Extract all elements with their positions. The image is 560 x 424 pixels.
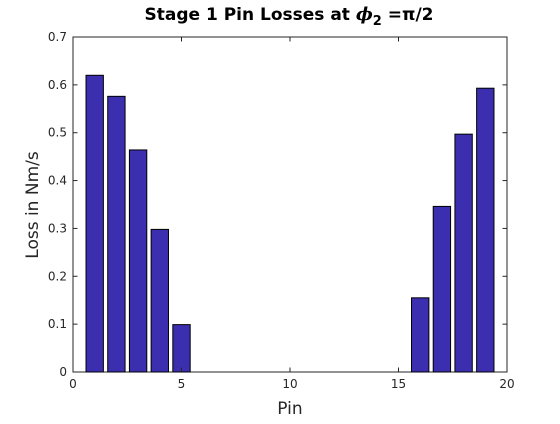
- chart-title: Stage 1 Pin Losses at ϕ2 =π/2: [144, 4, 433, 29]
- bar-pin-16: [412, 298, 429, 372]
- x-tick-label: 10: [282, 377, 297, 391]
- y-tick-label: 0.1: [48, 317, 67, 331]
- x-tick-label: 20: [499, 377, 514, 391]
- bar-pin-4: [151, 229, 168, 372]
- y-tick-label: 0.2: [48, 269, 67, 283]
- x-axis-label: Pin: [277, 399, 302, 419]
- x-tick-label: 15: [391, 377, 406, 391]
- x-tick-label: 5: [178, 377, 186, 391]
- bar-pin-5: [173, 325, 190, 372]
- bar-pin-19: [477, 88, 494, 372]
- x-tick-label: 0: [69, 377, 77, 391]
- bar-pin-2: [108, 96, 125, 372]
- bar-pin-18: [455, 134, 472, 372]
- chart-title-prefix: Stage 1 Pin Losses at: [144, 5, 355, 25]
- bar-pin-17: [433, 206, 450, 372]
- chart-title-suffix: =π/2: [382, 5, 434, 25]
- chart-title-symbol: ϕ: [356, 4, 373, 25]
- y-tick-label: 0: [59, 365, 67, 379]
- y-tick-label: 0.4: [48, 174, 67, 188]
- y-tick-label: 0.7: [48, 30, 67, 44]
- chart-title-subscript: 2: [373, 14, 382, 29]
- bar-pin-3: [129, 150, 146, 372]
- bar-pin-1: [86, 75, 103, 372]
- y-tick-label: 0.6: [48, 78, 67, 92]
- y-tick-label: 0.3: [48, 221, 67, 235]
- y-axis-label: Loss in Nm/s: [23, 151, 43, 259]
- y-tick-label: 0.5: [48, 126, 67, 140]
